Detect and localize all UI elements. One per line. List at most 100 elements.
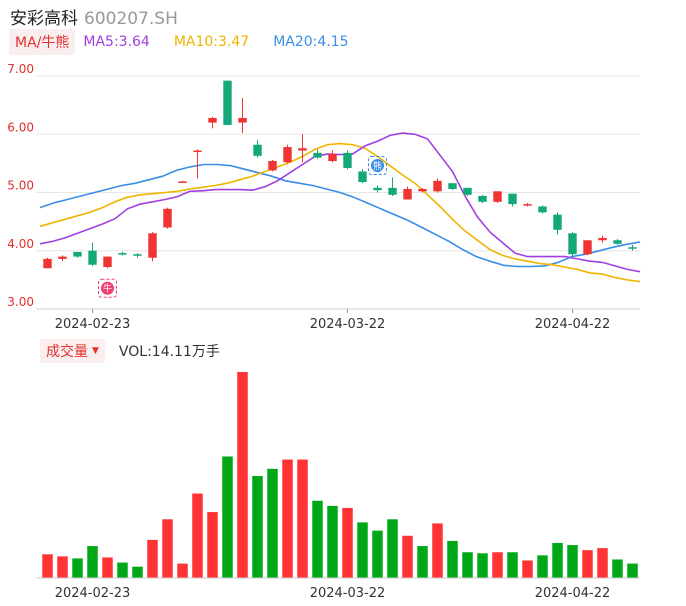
candle-body (148, 233, 157, 258)
y-tick-label: 6.00 (7, 120, 34, 134)
volume-bar (72, 558, 83, 578)
candle-body (133, 254, 142, 256)
candle-body (403, 189, 412, 200)
x-tick-label: 2024-03-22 (310, 317, 386, 330)
candle-body (598, 237, 607, 241)
candle-body (208, 117, 217, 123)
volume-bar (162, 519, 173, 578)
volume-bar (192, 493, 203, 578)
marker-badge (371, 159, 384, 173)
volume-indicator-selector[interactable]: 成交量 ▼ (40, 339, 105, 363)
marker-badge (101, 281, 114, 295)
ma20-line (39, 163, 641, 268)
candle-body (628, 247, 637, 249)
price-chart[interactable]: 7.00 6.00 5.00 4.00 3.00 2024-02-23 2024-03-22… (0, 0, 686, 330)
candle-body (448, 183, 457, 190)
x-tick-label: 2024-04-22 (535, 317, 611, 330)
ma5-line (39, 132, 641, 273)
candle-body (583, 240, 592, 255)
volume-bar (372, 530, 383, 578)
volume-bar (267, 468, 278, 578)
candle-body (58, 256, 67, 259)
volume-bar (312, 500, 323, 578)
marker-frame (368, 156, 387, 176)
candle-body (463, 187, 472, 195)
candle-body (88, 250, 97, 265)
ma20-label: MA20:4.15 (273, 34, 349, 50)
volume-bar (147, 539, 158, 578)
ma10-line (39, 142, 641, 283)
volume-bar (297, 459, 308, 578)
volume-x-tick-label: 2024-03-22 (310, 586, 386, 601)
ma10-label: MA10:3.47 (173, 34, 250, 50)
volume-value-label: VOL:14.11万手 (118, 344, 220, 360)
candle-body (388, 187, 397, 195)
candle-body (223, 80, 232, 125)
volume-bar (507, 552, 518, 578)
volume-bar (567, 545, 578, 578)
candle-body (568, 233, 577, 255)
volume-bar (432, 523, 443, 578)
candle-body (298, 148, 307, 151)
volume-bar (537, 555, 548, 578)
candle-body (193, 150, 202, 153)
candle-body (163, 208, 172, 228)
volume-bar (282, 459, 293, 578)
candle-body (373, 187, 382, 191)
volume-selector-label: 成交量 (46, 344, 88, 360)
volume-bar (117, 562, 128, 578)
volume-bar (387, 519, 398, 578)
candle-body (493, 191, 502, 202)
volume-bar (402, 535, 413, 578)
candle-body (613, 240, 622, 244)
volume-legend: 成交量 ▼ VOL:14.11万手 (40, 339, 220, 363)
volume-bar (552, 542, 563, 578)
volume-bar (492, 552, 503, 578)
candle-body (238, 117, 247, 123)
y-tick-label: 7.00 (7, 62, 34, 76)
x-tick-label: 2024-02-23 (55, 317, 131, 330)
stock-code: 600207.SH (84, 9, 178, 29)
volume-bar (612, 559, 623, 578)
candle-body (553, 214, 562, 230)
candle-body (43, 258, 52, 269)
volume-bar (627, 563, 638, 578)
candle-body (523, 204, 532, 206)
volume-bar (342, 507, 353, 578)
candle-body (538, 206, 547, 213)
candle-body (418, 189, 427, 192)
volume-bar (177, 563, 188, 578)
volume-bar (447, 540, 458, 578)
bull-icon: 牛 (98, 278, 117, 298)
volume-bar (102, 557, 113, 578)
volume-bar (42, 554, 53, 578)
ma-type-selector[interactable]: MA/牛熊 (9, 29, 76, 55)
candle-body (283, 147, 292, 163)
volume-x-tick-label: 2024-04-22 (535, 586, 611, 601)
y-tick-label: 5.00 (7, 179, 34, 193)
candle-body (343, 152, 352, 169)
candle-body (478, 195, 487, 202)
volume-bar (57, 556, 68, 578)
volume-bar (132, 566, 143, 578)
candle-body (253, 144, 262, 156)
volume-bar (222, 456, 233, 578)
marker-frame (98, 278, 117, 298)
y-tick-label: 4.00 (7, 237, 34, 251)
volume-bar (237, 372, 248, 578)
candle-body (268, 161, 277, 171)
volume-bar (522, 560, 533, 578)
volume-bar (87, 546, 98, 578)
ma-legend: MA/牛熊 MA5:3.64 MA10:3.47 MA20:4.15 (9, 29, 373, 55)
volume-bar (582, 550, 593, 578)
candle-body (118, 253, 127, 255)
volume-bar (597, 548, 608, 578)
caret-down-icon: ▼ (92, 346, 99, 356)
volume-bar (477, 553, 488, 578)
candle-body (73, 251, 82, 257)
candle-body (328, 154, 337, 162)
candle-body (508, 193, 517, 205)
marker-label: 熊 (373, 160, 382, 172)
volume-bar (462, 552, 473, 578)
candle-body (358, 171, 367, 183)
